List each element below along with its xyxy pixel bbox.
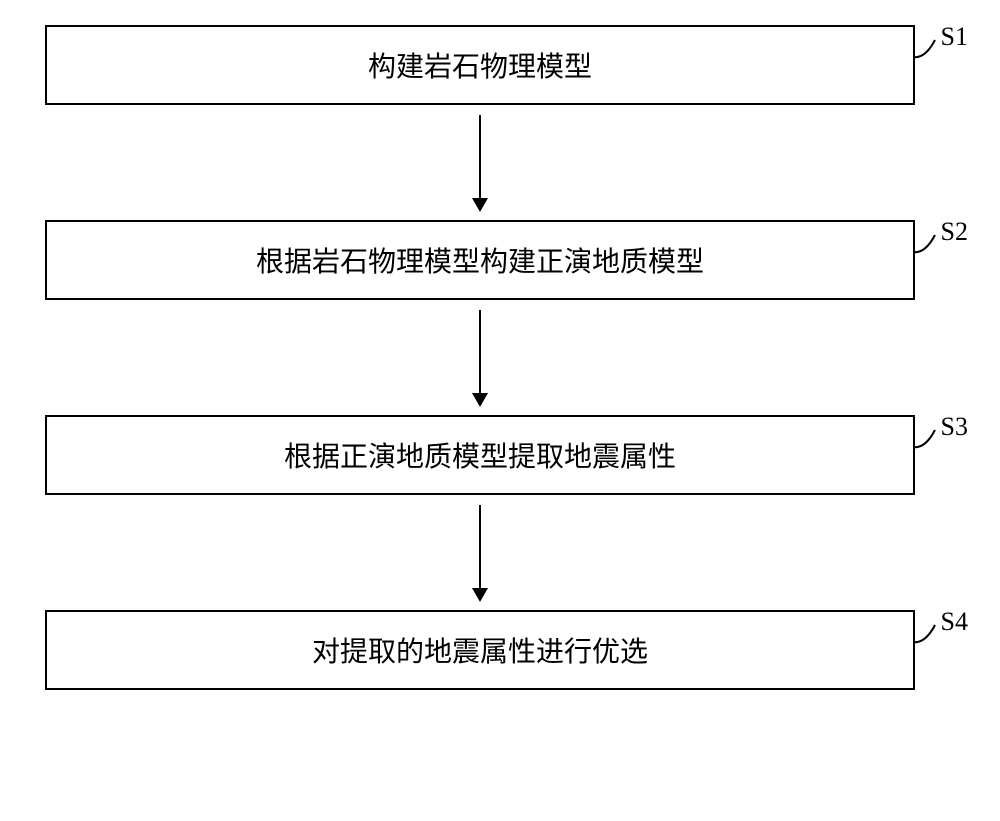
step-text: 对提取的地震属性进行优选 [312,630,648,670]
label-connector-icon [913,427,943,452]
arrow-1 [45,105,915,220]
arrow-head-icon [472,198,488,212]
step-label: S4 [941,607,968,637]
arrow-2 [45,300,915,415]
flowchart-step-2: 根据岩石物理模型构建正演地质模型 S2 [45,220,915,300]
step-label: S2 [941,217,968,247]
step-text: 根据岩石物理模型构建正演地质模型 [256,240,704,280]
step-label: S1 [941,22,968,52]
flowchart-container: 构建岩石物理模型 S1 根据岩石物理模型构建正演地质模型 S2 根据正演地质模型… [45,25,955,690]
step-text: 根据正演地质模型提取地震属性 [284,435,676,475]
flowchart-step-1: 构建岩石物理模型 S1 [45,25,915,105]
arrow-line-icon [479,115,481,210]
step-text: 构建岩石物理模型 [368,45,592,85]
step-label: S3 [941,412,968,442]
label-connector-icon [913,37,943,62]
flowchart-step-3: 根据正演地质模型提取地震属性 S3 [45,415,915,495]
arrow-line-icon [479,310,481,405]
arrow-head-icon [472,588,488,602]
arrow-3 [45,495,915,610]
label-connector-icon [913,232,943,257]
arrow-head-icon [472,393,488,407]
flowchart-step-4: 对提取的地震属性进行优选 S4 [45,610,915,690]
arrow-line-icon [479,505,481,600]
label-connector-icon [913,622,943,647]
